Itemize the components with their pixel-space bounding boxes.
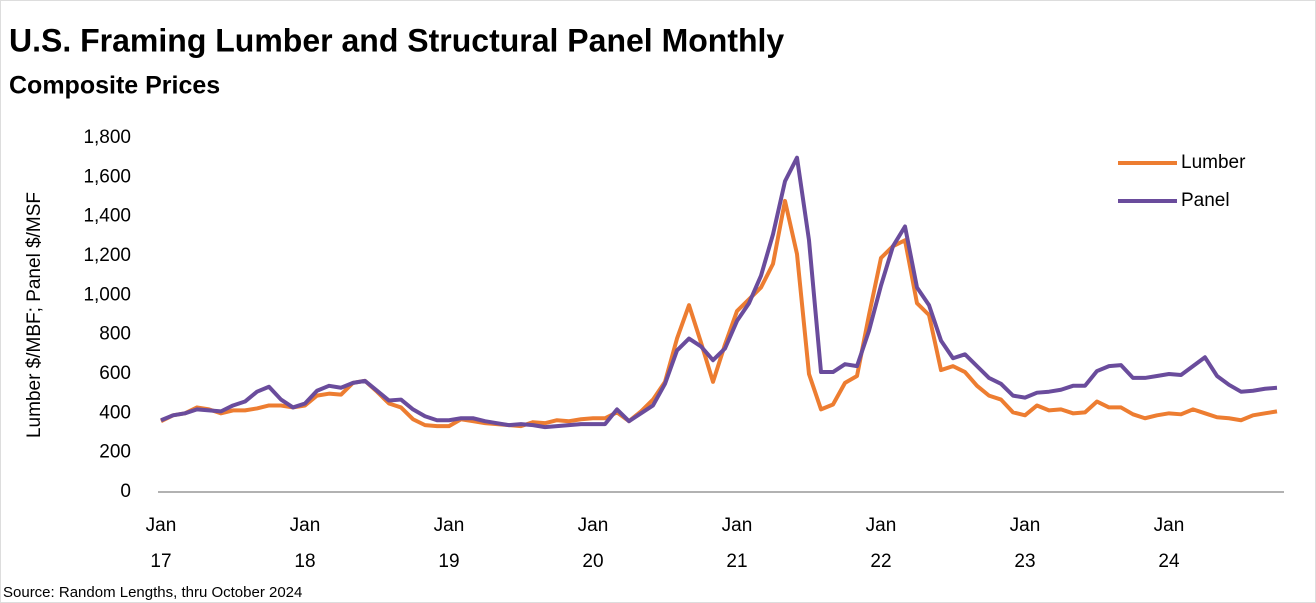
y-tick-label: 1,000 — [83, 284, 131, 305]
y-tick-label: 1,200 — [83, 245, 131, 266]
x-tick-label: Jan 23 — [1009, 515, 1041, 572]
chart-subtitle: Composite Prices — [9, 72, 220, 100]
y-tick-label: 800 — [99, 324, 131, 345]
legend-label: Lumber — [1181, 152, 1246, 173]
y-tick-label: 1,400 — [83, 206, 131, 227]
line-series — [160, 155, 1278, 430]
y-tick-label: 1,800 — [83, 127, 131, 148]
x-tick-label: Jan 22 — [865, 515, 897, 572]
y-tick-label: 200 — [99, 442, 131, 463]
y-tick-label: 400 — [99, 402, 131, 423]
x-tick-label: Jan 20 — [577, 515, 609, 572]
chart-title: U.S. Framing Lumber and Structural Panel… — [9, 22, 784, 58]
y-tick-label: 0 — [120, 481, 131, 502]
x-tick-label: Jan 19 — [433, 515, 465, 572]
line-series — [160, 198, 1278, 429]
legend-label: Panel — [1181, 190, 1230, 211]
y-tick-label: 1,600 — [83, 166, 131, 187]
x-tick-label: Jan 24 — [1153, 515, 1185, 572]
x-tick-label: Jan 18 — [289, 515, 321, 572]
y-tick-label: 600 — [99, 363, 131, 384]
x-tick-label: Jan 21 — [721, 515, 753, 572]
x-tick-label: Jan 17 — [145, 515, 177, 572]
source: Source: Random Lengths, thru October 202… — [3, 584, 302, 601]
y-axis-label: Lumber $/MBF; Panel $/MSF — [24, 192, 45, 438]
